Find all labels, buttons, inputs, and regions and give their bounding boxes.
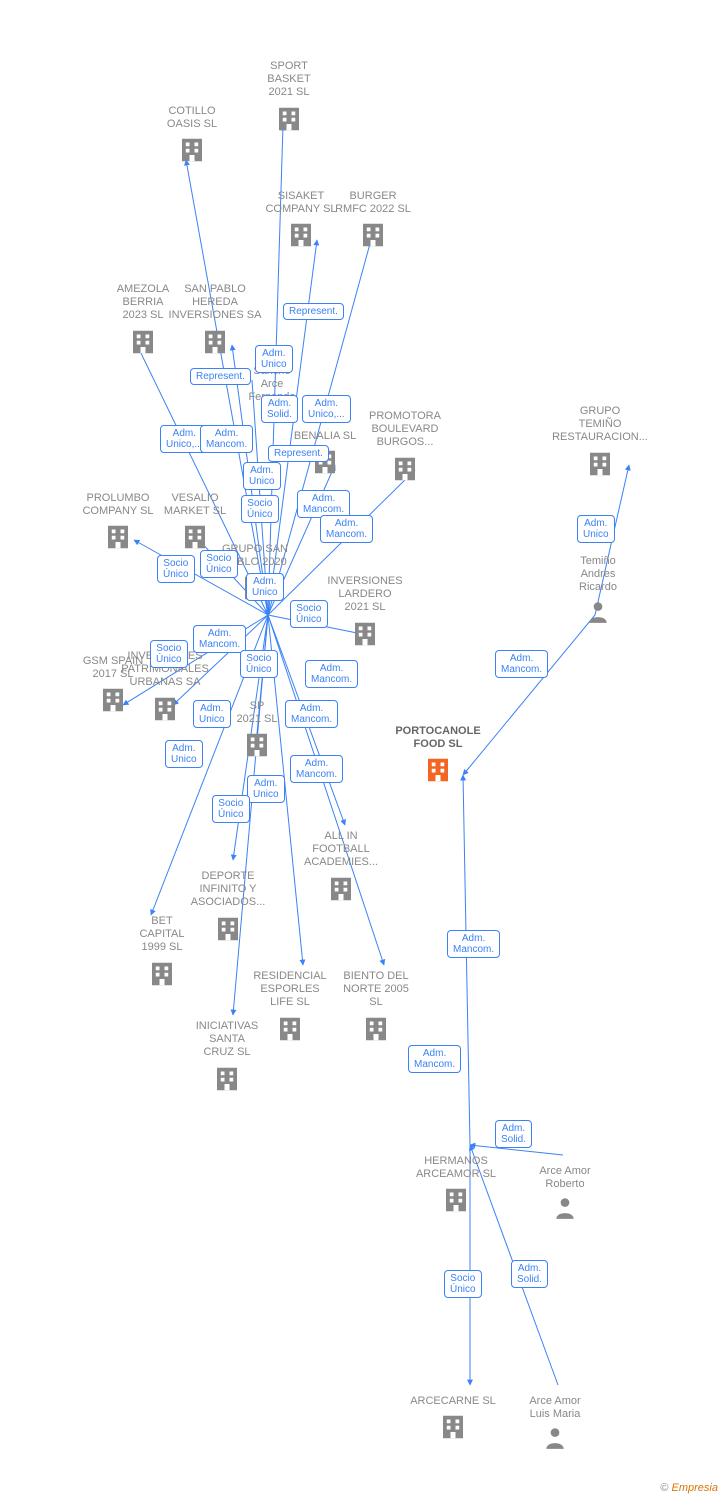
building-icon <box>177 135 207 170</box>
node-label: BET CAPITAL 1999 SL <box>107 915 217 955</box>
node-bet[interactable]: BET CAPITAL 1999 SL <box>107 915 217 994</box>
edge-label: Adm. Solid. <box>511 1260 548 1288</box>
building-icon <box>147 959 177 994</box>
node-label: PORTOCANOLE FOOD SL <box>383 725 493 751</box>
node-label: Temiño Andres Ricardo <box>543 555 653 595</box>
edge-label: Socio Único <box>241 495 279 523</box>
building-icon <box>242 730 272 765</box>
building-icon <box>286 220 316 255</box>
node-arce-roberto[interactable]: Arce Amor Roberto <box>510 1165 620 1226</box>
edge-label: Socio Único <box>150 640 188 668</box>
edge-label: Socio Único <box>240 650 278 678</box>
node-burger[interactable]: BURGER RMFC 2022 SL <box>318 190 428 255</box>
building-icon <box>585 449 615 484</box>
edge-label: Adm. Mancom. <box>305 660 358 688</box>
person-icon <box>585 599 611 630</box>
edge-label: Adm. Unico <box>577 515 615 543</box>
edge-label: Socio Único <box>157 555 195 583</box>
edge-label: Socio Único <box>200 550 238 578</box>
building-icon <box>441 1185 471 1220</box>
edge-label: Adm. Mancom. <box>200 425 253 453</box>
node-label: VESALIO MARKET SL <box>140 492 250 518</box>
building-icon <box>361 1014 391 1049</box>
building-icon <box>274 104 304 139</box>
building-icon <box>350 619 380 654</box>
edge-label: Represent. <box>268 445 329 462</box>
edge-label: Socio Único <box>290 600 328 628</box>
edge-label: Adm. Unico,... <box>302 395 351 423</box>
edge-label: Adm. Mancom. <box>495 650 548 678</box>
edge-label: Adm. Unico <box>193 700 231 728</box>
building-icon <box>423 755 453 790</box>
building-icon <box>200 327 230 362</box>
node-temino-andres[interactable]: Temiño Andres Ricardo <box>543 555 653 630</box>
node-label: SAN PABLO HEREDA INVERSIONES SA <box>160 283 270 323</box>
building-icon <box>103 522 133 557</box>
edge-label: Adm. Solid. <box>261 395 298 423</box>
node-label: GRUPO TEMIÑO RESTAURACION... <box>545 405 655 445</box>
edge-label: Adm. Mancom. <box>447 930 500 958</box>
edge-label: Adm. Mancom. <box>290 755 343 783</box>
building-icon <box>358 220 388 255</box>
node-grupo-temino[interactable]: GRUPO TEMIÑO RESTAURACION... <box>545 405 655 484</box>
building-icon <box>150 694 180 729</box>
copyright-brand: Empresia <box>672 1482 718 1494</box>
edge-label: Adm. Unico <box>247 775 285 803</box>
edge-label: Adm. Unico <box>246 573 284 601</box>
node-sport-basket[interactable]: SPORT BASKET 2021 SL <box>234 60 344 139</box>
node-iniciativas[interactable]: INICIATIVAS SANTA CRUZ SL <box>172 1020 282 1099</box>
diagram-canvas: SPORT BASKET 2021 SLCOTILLO OASIS SLSISA… <box>0 0 728 1500</box>
person-icon <box>552 1195 578 1226</box>
building-icon <box>213 914 243 949</box>
edge-label: Adm. Mancom. <box>408 1045 461 1073</box>
node-label: DEPORTE INFINITO Y ASOCIADOS... <box>173 870 283 910</box>
person-icon <box>542 1425 568 1456</box>
edge-label: Adm. Mancom. <box>320 515 373 543</box>
building-icon <box>212 1064 242 1099</box>
node-label: COTILLO OASIS SL <box>137 105 247 131</box>
node-hermanos[interactable]: HERMANOS ARCEAMOR SL <box>401 1155 511 1220</box>
node-label: ARCECARNE SL <box>398 1395 508 1408</box>
edge-label: Represent. <box>190 368 251 385</box>
node-biento[interactable]: BIENTO DEL NORTE 2005 SL <box>321 970 431 1049</box>
edge-label: Adm. Unico <box>165 740 203 768</box>
edge-label: Adm. Unico <box>243 462 281 490</box>
edge-label: Represent. <box>283 303 344 320</box>
node-label: Arce Amor Roberto <box>510 1165 620 1191</box>
edge-label: Adm. Solid. <box>495 1120 532 1148</box>
node-label: ALL IN FOOTBALL ACADEMIES... <box>286 830 396 870</box>
node-label: INICIATIVAS SANTA CRUZ SL <box>172 1020 282 1060</box>
node-label: Arce Amor Luis Maria <box>500 1395 610 1421</box>
edge-label: Adm. Mancom. <box>193 625 246 653</box>
node-allin[interactable]: ALL IN FOOTBALL ACADEMIES... <box>286 830 396 909</box>
node-label: SPORT BASKET 2021 SL <box>234 60 344 100</box>
node-arce-luis[interactable]: Arce Amor Luis Maria <box>500 1395 610 1456</box>
node-arcecarne[interactable]: ARCECARNE SL <box>398 1395 508 1447</box>
edge-label: Adm. Mancom. <box>297 490 350 518</box>
building-icon <box>438 1412 468 1447</box>
node-portocanole[interactable]: PORTOCANOLE FOOD SL <box>383 725 493 790</box>
node-label: HERMANOS ARCEAMOR SL <box>401 1155 511 1181</box>
edge-label: Adm. Mancom. <box>285 700 338 728</box>
copyright: © Empresia <box>660 1482 718 1494</box>
edge-label: Socio Único <box>212 795 250 823</box>
node-label: BURGER RMFC 2022 SL <box>318 190 428 216</box>
building-icon <box>326 874 356 909</box>
node-sanpablo-hereda[interactable]: SAN PABLO HEREDA INVERSIONES SA <box>160 283 270 362</box>
node-cotillo[interactable]: COTILLO OASIS SL <box>137 105 247 170</box>
node-label: PROMOTORA BOULEVARD BURGOS... <box>350 410 460 450</box>
edge-label: Adm. Unico <box>255 345 293 373</box>
edge-label: Socio Único <box>444 1270 482 1298</box>
node-promotora[interactable]: PROMOTORA BOULEVARD BURGOS... <box>350 410 460 489</box>
building-icon <box>128 327 158 362</box>
copyright-symbol: © <box>660 1482 668 1494</box>
edge-hermanos-portocanole <box>463 775 470 1145</box>
building-icon <box>390 454 420 489</box>
node-label: BIENTO DEL NORTE 2005 SL <box>321 970 431 1010</box>
